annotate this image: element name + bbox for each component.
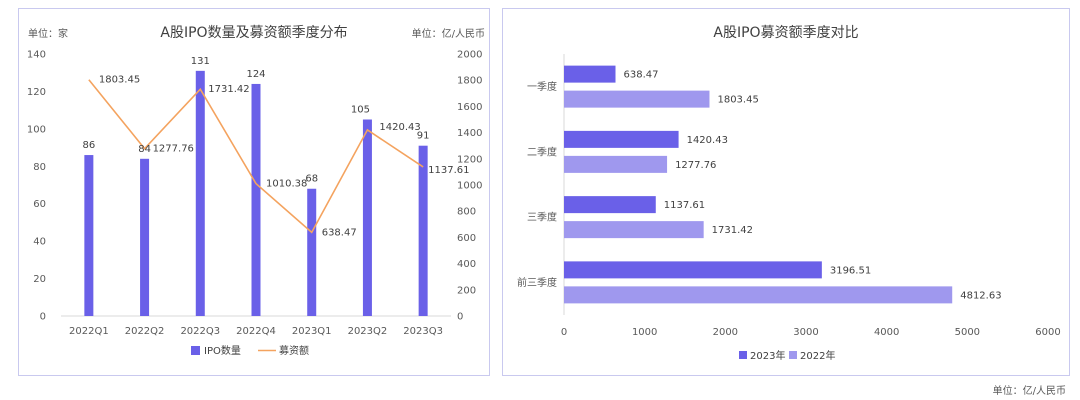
left-axis-tick-label: 100 [27, 124, 46, 135]
right-axis-tick-label: 400 [457, 259, 476, 270]
bar-2022 [564, 221, 704, 239]
x-axis-tick-label: 3000 [793, 327, 818, 338]
data-label-2023: 1137.61 [664, 200, 705, 211]
x-axis-tick-label: 1000 [632, 327, 657, 338]
x-axis-tick-label: 2023Q2 [348, 326, 388, 337]
category-label: 二季度 [527, 145, 557, 158]
x-axis-tick-label: 2023Q3 [403, 326, 443, 337]
ipo-count-bar [195, 70, 205, 316]
legend-label-2022: 2022年 [800, 349, 835, 362]
legend-label-ipo-count: IPO数量 [204, 344, 241, 357]
right-axis-tick-label: 600 [457, 233, 476, 244]
data-label-2023: 1420.43 [687, 135, 728, 146]
data-label-2023: 638.47 [624, 70, 659, 81]
footer-unit: 单位：亿/人民币 [992, 386, 1066, 397]
quarterly-comparison-chart-panel: A股IPO募资额季度对比 0 1000 2000 3000 4000 5000 6000 一季… [502, 8, 1070, 376]
right-axis-tick-label: 1600 [457, 102, 482, 113]
legend-swatch-2023 [739, 351, 747, 359]
ipo-count-data-label: 84 [138, 144, 151, 155]
left-axis-unit: 单位：家 [28, 27, 68, 40]
chart-title: A股IPO数量及募资额季度分布 [160, 25, 347, 41]
data-label-2022: 1277.76 [675, 160, 716, 171]
ipo-count-data-label: 124 [246, 69, 265, 80]
ipo-count-data-label: 131 [191, 56, 210, 67]
category-label: 一季度 [527, 80, 557, 93]
left-axis-tick-label: 20 [33, 274, 46, 285]
data-label-2022: 1731.42 [712, 225, 753, 236]
ipo-count-bar [251, 83, 261, 316]
right-axis-tick-label: 1200 [457, 154, 482, 165]
amount-data-label: 1420.43 [379, 122, 420, 133]
right-axis-tick-label: 1800 [457, 76, 482, 87]
amount-data-label: 1731.42 [208, 84, 249, 95]
data-label-2022: 1803.45 [717, 95, 758, 106]
quarterly-comparison-chart: A股IPO募资额季度对比 0 1000 2000 3000 4000 5000 6000 一季… [517, 25, 1061, 362]
ipo-count-amount-chart: A股IPO数量及募资额季度分布 单位：家 单位：亿/人民币 0 20 40 60 80 1… [27, 25, 485, 357]
right-axis-tick-label: 200 [457, 285, 476, 296]
right-axis-tick-label: 1400 [457, 128, 482, 139]
x-axis-tick-label: 4000 [874, 327, 899, 338]
bar-2023 [564, 261, 822, 279]
legend-swatch-ipo-count [191, 346, 200, 355]
ipo-count-amount-chart-panel: A股IPO数量及募资额季度分布 单位：家 单位：亿/人民币 0 20 40 60 80 1… [18, 8, 490, 376]
legend-label-2023: 2023年 [750, 349, 785, 362]
ipo-count-data-label: 105 [351, 105, 370, 116]
amount-data-label: 1277.76 [153, 144, 194, 155]
ipo-count-data-label: 68 [305, 174, 318, 185]
amount-line [88, 79, 424, 234]
right-axis-tick-label: 0 [457, 312, 463, 323]
data-label-2022: 4812.63 [960, 290, 1001, 301]
x-axis-tick-label: 2023Q1 [292, 326, 332, 337]
amount-data-label: 1010.38 [266, 179, 307, 190]
category-label: 前三季度 [517, 276, 557, 289]
chart-title: A股IPO募资额季度对比 [713, 25, 858, 41]
x-axis-tick-label: 6000 [1035, 327, 1060, 338]
x-axis-tick-label: 2022Q4 [236, 326, 276, 337]
ipo-count-data-label: 91 [417, 131, 430, 142]
ipo-count-bar [84, 155, 94, 316]
bar-2023 [564, 130, 679, 148]
ipo-count-bar [362, 119, 372, 316]
x-axis-tick-label: 2000 [713, 327, 738, 338]
bar-2023 [564, 65, 616, 83]
ipo-count-bar [140, 158, 150, 316]
x-axis-tick-label: 2022Q2 [125, 326, 165, 337]
ipo-count-data-label: 86 [82, 140, 95, 151]
right-axis-tick-label: 1000 [457, 181, 482, 192]
legend-label-amount: 募资额 [279, 344, 309, 357]
left-axis-tick-label: 120 [27, 87, 46, 98]
left-axis-tick-label: 80 [33, 162, 46, 173]
x-axis-tick-label: 5000 [955, 327, 980, 338]
right-axis-unit: 单位：亿/人民币 [412, 27, 485, 40]
ipo-count-bar [307, 188, 317, 316]
bar-2022 [564, 286, 953, 304]
right-axis-tick-label: 800 [457, 207, 476, 218]
amount-data-label: 1803.45 [99, 75, 140, 86]
amount-data-label: 638.47 [322, 227, 357, 238]
left-axis-tick-label: 0 [40, 312, 46, 323]
left-axis-tick-label: 40 [33, 237, 46, 248]
bar-2022 [564, 90, 710, 108]
left-axis-tick-label: 60 [33, 199, 46, 210]
amount-data-label: 1137.61 [428, 165, 469, 176]
left-axis-tick-label: 140 [27, 50, 46, 61]
x-axis-tick-label: 2022Q3 [180, 326, 220, 337]
legend-swatch-2022 [789, 351, 797, 359]
data-label-2023: 3196.51 [830, 265, 871, 276]
bar-2023 [564, 196, 656, 214]
x-axis-tick-label: 0 [561, 327, 567, 338]
x-axis-tick-label: 2022Q1 [69, 326, 109, 337]
right-axis-tick-label: 2000 [457, 50, 482, 61]
bar-2022 [564, 155, 668, 173]
ipo-count-bar [418, 145, 428, 316]
category-label: 三季度 [527, 211, 557, 224]
